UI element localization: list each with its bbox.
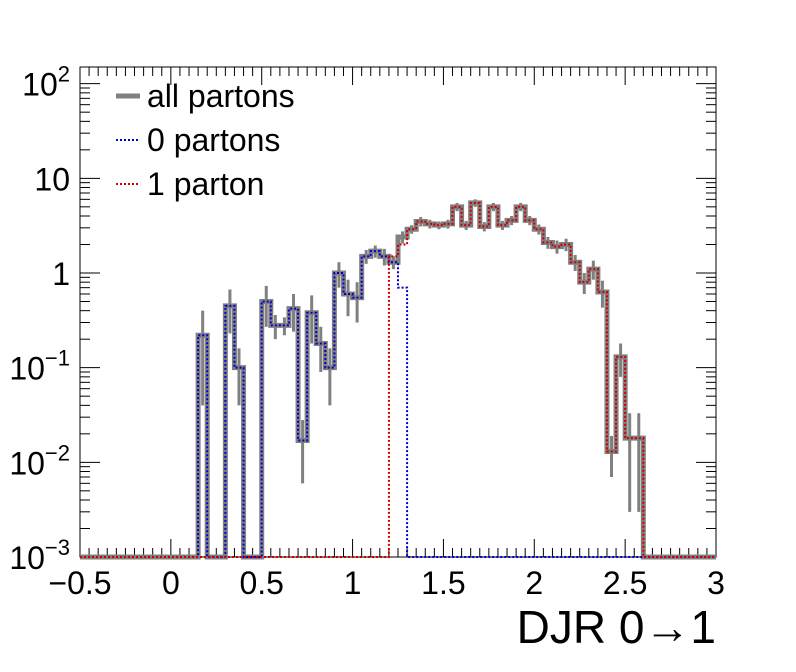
series-all-partons bbox=[80, 199, 716, 560]
series-layer bbox=[80, 199, 716, 560]
y-tick-label: 10−1 bbox=[9, 346, 70, 387]
legend-label: 0 partons bbox=[147, 122, 280, 158]
x-tick-label: 0.5 bbox=[239, 565, 283, 601]
x-tick-label: 3 bbox=[707, 565, 725, 601]
series-line bbox=[80, 201, 716, 558]
y-tick-label: 102 bbox=[22, 62, 70, 103]
y-tick-label: 10 bbox=[34, 161, 70, 197]
y-tick-label: 10−2 bbox=[9, 440, 70, 481]
x-tick-label: 1 bbox=[344, 565, 362, 601]
x-tick-label: −0.5 bbox=[48, 565, 111, 601]
x-tick-label: 2.5 bbox=[603, 565, 647, 601]
legend: all partons 0 partons 1 parton bbox=[116, 78, 295, 202]
y-tick-label: 1 bbox=[52, 256, 70, 292]
series-line bbox=[80, 200, 716, 560]
axis-ticks bbox=[79, 67, 717, 558]
x-tick-label: 0 bbox=[162, 565, 180, 601]
series-1-parton bbox=[80, 201, 716, 558]
series-line bbox=[80, 250, 716, 558]
legend-label: 1 parton bbox=[147, 166, 264, 202]
series-0-partons bbox=[80, 250, 716, 558]
x-tick-label: 1.5 bbox=[421, 565, 465, 601]
y-tick-label: 10−3 bbox=[9, 535, 70, 576]
x-tick-labels: −0.5 0 0.5 1 1.5 2 2.5 3 bbox=[48, 565, 724, 601]
y-tick-labels: 102 10 1 10−1 10−2 10−3 bbox=[9, 62, 70, 576]
x-axis-label: DJR 0→1 bbox=[517, 601, 716, 653]
x-tick-label: 2 bbox=[525, 565, 543, 601]
legend-label: all partons bbox=[147, 78, 295, 114]
